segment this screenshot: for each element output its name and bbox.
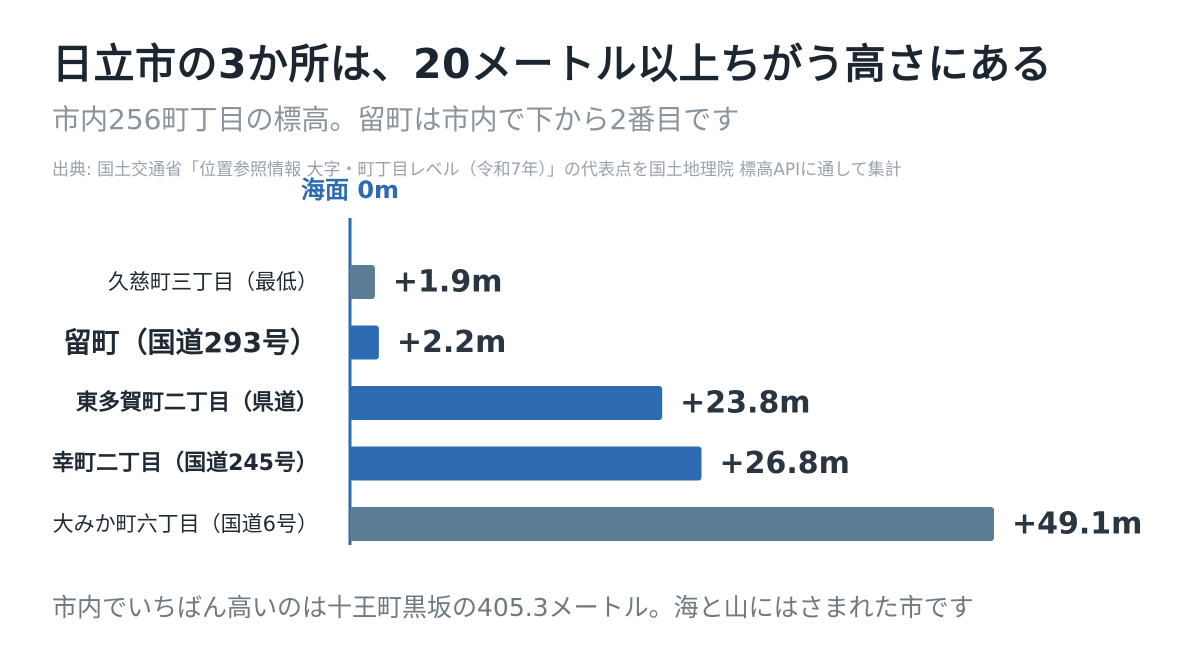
category-label: 幸町二丁目（国道245号） xyxy=(52,450,318,476)
value-label: +23.8m xyxy=(680,386,810,421)
category-label: 留町（国道293号） xyxy=(64,326,318,359)
bars-layer: 久慈町三丁目（最低） +1.9m 留町（国道293号） +2.2m 東多賀町二丁目（県道… xyxy=(52,265,1142,542)
bar xyxy=(350,446,702,481)
value-label: +2.2m xyxy=(397,325,507,360)
footer-note: 市内でいちばん高いのは十王町黒坂の405.3メートル。海と山にはさまれた市です xyxy=(52,593,974,622)
axis-label: 海面 0m xyxy=(301,176,399,204)
category-label: 大みか町六丁目（国道6号） xyxy=(53,512,318,536)
bar xyxy=(350,507,994,541)
value-label: +26.8m xyxy=(720,446,850,481)
category-label: 久慈町三丁目（最低） xyxy=(108,270,318,294)
value-label: +1.9m xyxy=(393,265,503,300)
category-label: 東多賀町二丁目（県道） xyxy=(76,390,318,416)
chart-title: 日立市の3か所は、20メートル以上ちがう高さにある xyxy=(52,40,1053,88)
bar xyxy=(350,325,379,360)
bar xyxy=(350,265,375,299)
bar xyxy=(350,386,663,420)
value-label: +49.1m xyxy=(1012,507,1142,542)
chart-subtitle: 市内256町丁目の標高。留町は市内で下から2番目です xyxy=(52,103,740,136)
source-note: 出典: 国土交通省「位置参照情報 大字・町丁目レベル（令和7年）」の代表点を国土… xyxy=(52,160,902,180)
